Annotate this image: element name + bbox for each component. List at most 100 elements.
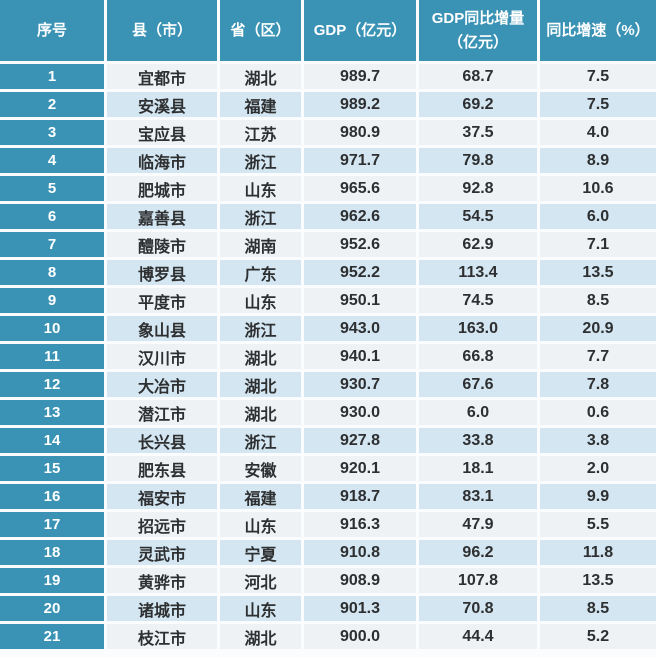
data-cell: 福建 xyxy=(220,484,301,509)
table-row: 6 嘉善县 浙江 962.6 54.5 6.0 xyxy=(0,204,656,229)
data-cell: 940.1 xyxy=(304,344,416,369)
data-cell: 诸城市 xyxy=(107,596,217,621)
data-cell: 47.9 xyxy=(419,512,537,537)
data-cell: 浙江 xyxy=(220,148,301,173)
column-header-3: GDP（亿元） xyxy=(304,0,416,61)
data-cell: 918.7 xyxy=(304,484,416,509)
data-cell: 湖北 xyxy=(220,372,301,397)
data-cell: 20.9 xyxy=(540,316,656,341)
data-cell: 山东 xyxy=(220,288,301,313)
table-row: 15 肥东县 安徽 920.1 18.1 2.0 xyxy=(0,456,656,481)
data-cell: 18.1 xyxy=(419,456,537,481)
table-row: 11 汉川市 湖北 940.1 66.8 7.7 xyxy=(0,344,656,369)
data-cell: 13.5 xyxy=(540,568,656,593)
row-index-cell: 21 xyxy=(0,624,104,649)
data-cell: 6.0 xyxy=(419,400,537,425)
row-index-cell: 2 xyxy=(0,92,104,117)
data-cell: 潜江市 xyxy=(107,400,217,425)
data-cell: 7.1 xyxy=(540,232,656,257)
row-index-cell: 9 xyxy=(0,288,104,313)
data-cell: 54.5 xyxy=(419,204,537,229)
data-cell: 908.9 xyxy=(304,568,416,593)
row-index-cell: 14 xyxy=(0,428,104,453)
data-cell: 湖南 xyxy=(220,232,301,257)
data-cell: 大冶市 xyxy=(107,372,217,397)
data-cell: 69.2 xyxy=(419,92,537,117)
data-cell: 5.5 xyxy=(540,512,656,537)
data-cell: 930.7 xyxy=(304,372,416,397)
data-cell: 黄骅市 xyxy=(107,568,217,593)
data-cell: 5.2 xyxy=(540,624,656,649)
data-cell: 7.7 xyxy=(540,344,656,369)
data-cell: 66.8 xyxy=(419,344,537,369)
data-cell: 107.8 xyxy=(419,568,537,593)
data-cell: 嘉善县 xyxy=(107,204,217,229)
table-row: 19 黄骅市 河北 908.9 107.8 13.5 xyxy=(0,568,656,593)
data-cell: 象山县 xyxy=(107,316,217,341)
table-row: 8 博罗县 广东 952.2 113.4 13.5 xyxy=(0,260,656,285)
data-cell: 醴陵市 xyxy=(107,232,217,257)
data-cell: 湖北 xyxy=(220,344,301,369)
data-cell: 枝江市 xyxy=(107,624,217,649)
data-cell: 33.8 xyxy=(419,428,537,453)
table-row: 5 肥城市 山东 965.6 92.8 10.6 xyxy=(0,176,656,201)
data-cell: 4.0 xyxy=(540,120,656,145)
data-cell: 江苏 xyxy=(220,120,301,145)
data-cell: 河北 xyxy=(220,568,301,593)
data-cell: 971.7 xyxy=(304,148,416,173)
table-row: 16 福安市 福建 918.7 83.1 9.9 xyxy=(0,484,656,509)
data-cell: 长兴县 xyxy=(107,428,217,453)
data-cell: 74.5 xyxy=(419,288,537,313)
data-cell: 13.5 xyxy=(540,260,656,285)
data-cell: 肥城市 xyxy=(107,176,217,201)
data-cell: 临海市 xyxy=(107,148,217,173)
data-cell: 8.5 xyxy=(540,288,656,313)
table-body: 1 宜都市 湖北 989.7 68.7 7.5 2 安溪县 福建 989.2 69.2 7.5 3 宝应县… xyxy=(0,64,656,649)
data-cell: 广东 xyxy=(220,260,301,285)
data-cell: 962.6 xyxy=(304,204,416,229)
data-cell: 67.6 xyxy=(419,372,537,397)
data-cell: 宜都市 xyxy=(107,64,217,89)
data-cell: 10.6 xyxy=(540,176,656,201)
row-index-cell: 18 xyxy=(0,540,104,565)
data-cell: 8.5 xyxy=(540,596,656,621)
data-cell: 浙江 xyxy=(220,428,301,453)
data-cell: 916.3 xyxy=(304,512,416,537)
data-cell: 11.8 xyxy=(540,540,656,565)
data-cell: 安溪县 xyxy=(107,92,217,117)
data-cell: 福建 xyxy=(220,92,301,117)
row-index-cell: 1 xyxy=(0,64,104,89)
table-row: 21 枝江市 湖北 900.0 44.4 5.2 xyxy=(0,624,656,649)
table-row: 10 象山县 浙江 943.0 163.0 20.9 xyxy=(0,316,656,341)
data-cell: 博罗县 xyxy=(107,260,217,285)
row-index-cell: 20 xyxy=(0,596,104,621)
table-row: 2 安溪县 福建 989.2 69.2 7.5 xyxy=(0,92,656,117)
header-row: 序号 县（市） 省（区） GDP（亿元） GDP同比增量（亿元） 同比增速（%） xyxy=(0,0,656,61)
data-cell: 0.6 xyxy=(540,400,656,425)
data-cell: 湖北 xyxy=(220,64,301,89)
data-cell: 9.9 xyxy=(540,484,656,509)
data-cell: 6.0 xyxy=(540,204,656,229)
data-cell: 920.1 xyxy=(304,456,416,481)
column-header-2: 省（区） xyxy=(220,0,301,61)
row-index-cell: 12 xyxy=(0,372,104,397)
data-cell: 92.8 xyxy=(419,176,537,201)
data-cell: 930.0 xyxy=(304,400,416,425)
data-cell: 900.0 xyxy=(304,624,416,649)
data-cell: 37.5 xyxy=(419,120,537,145)
row-index-cell: 17 xyxy=(0,512,104,537)
row-index-cell: 13 xyxy=(0,400,104,425)
data-cell: 910.8 xyxy=(304,540,416,565)
data-cell: 163.0 xyxy=(419,316,537,341)
row-index-cell: 10 xyxy=(0,316,104,341)
table-row: 1 宜都市 湖北 989.7 68.7 7.5 xyxy=(0,64,656,89)
data-cell: 2.0 xyxy=(540,456,656,481)
data-cell: 44.4 xyxy=(419,624,537,649)
table-row: 14 长兴县 浙江 927.8 33.8 3.8 xyxy=(0,428,656,453)
data-cell: 平度市 xyxy=(107,288,217,313)
data-cell: 汉川市 xyxy=(107,344,217,369)
table-row: 7 醴陵市 湖南 952.6 62.9 7.1 xyxy=(0,232,656,257)
table-row: 4 临海市 浙江 971.7 79.8 8.9 xyxy=(0,148,656,173)
